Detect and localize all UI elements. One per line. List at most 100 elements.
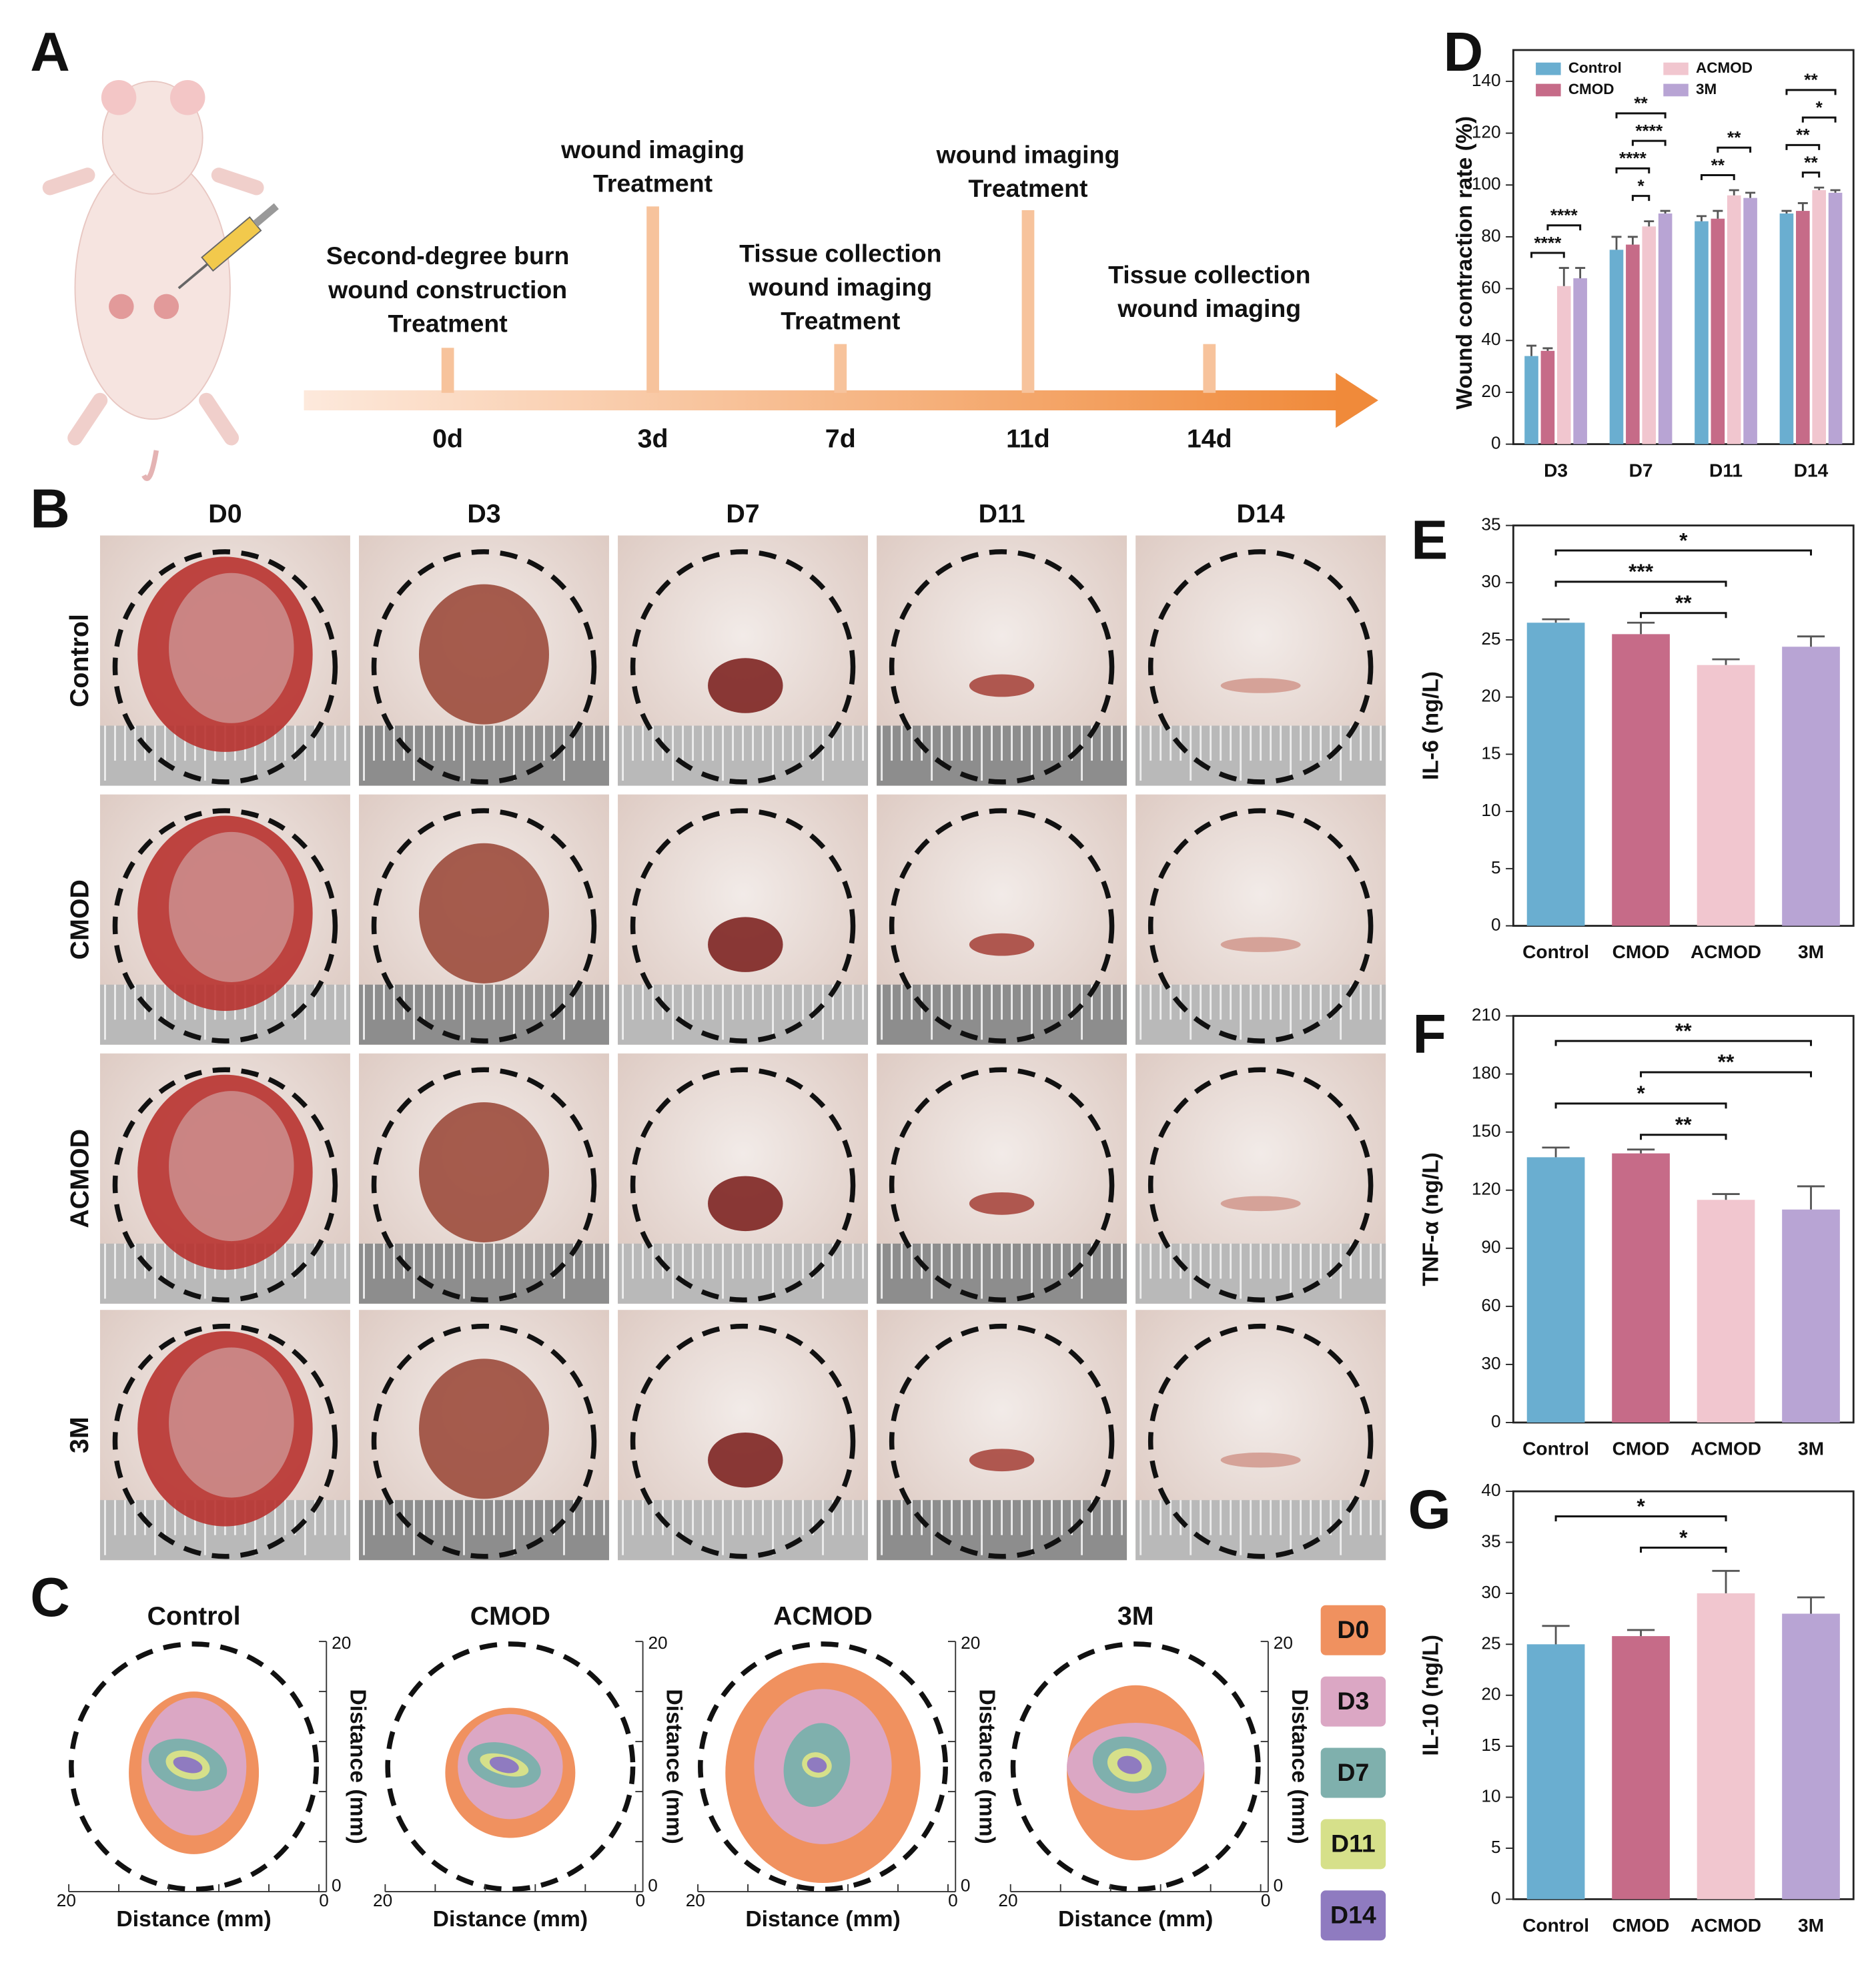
timeline-tick xyxy=(441,348,454,393)
wound-bed xyxy=(169,1347,294,1498)
significance-label: ** xyxy=(1675,1112,1692,1136)
x-tick-label: 3M xyxy=(1798,941,1824,962)
wound-photo xyxy=(359,1310,609,1561)
error-bar xyxy=(1797,1596,1825,1614)
significance-label: *** xyxy=(1628,559,1654,583)
y-tick-label: 10 xyxy=(1481,1786,1500,1806)
y-tick-label: 20 xyxy=(1481,381,1500,401)
legend-label: 3M xyxy=(1696,81,1717,97)
timeline-day: 14d xyxy=(1187,424,1232,453)
y-tick-label: 40 xyxy=(1481,329,1500,349)
y-tick-label: 0 xyxy=(1491,914,1501,934)
significance-label: * xyxy=(1636,1081,1645,1105)
dashed-circle xyxy=(889,808,1115,1044)
significance-bracket xyxy=(1530,252,1565,258)
wound-photo xyxy=(99,535,350,786)
y-axis-label: Distance (mm) xyxy=(662,1689,687,1844)
y-axis-label: Distance (mm) xyxy=(974,1689,999,1844)
significance-label: ** xyxy=(1804,152,1818,172)
significance-bracket xyxy=(1640,1071,1813,1078)
bar xyxy=(1711,218,1725,444)
legend-swatch xyxy=(1663,83,1689,97)
error-bar xyxy=(1660,210,1671,214)
column-header: D0 xyxy=(208,499,242,528)
wound xyxy=(708,658,783,713)
row-label: 3M xyxy=(65,1417,94,1453)
y-tick-label: 40 xyxy=(1481,1480,1500,1500)
wound xyxy=(419,1358,549,1499)
significance-label: **** xyxy=(1635,121,1663,141)
timeline-tick xyxy=(1021,210,1035,393)
significance-label: ** xyxy=(1675,1018,1692,1042)
wound-photo xyxy=(618,794,869,1045)
x-tick-label: 20 xyxy=(57,1890,76,1910)
wound-photo xyxy=(618,535,869,786)
wound-photo xyxy=(1135,1310,1386,1561)
y-tick-label: 140 xyxy=(1472,70,1501,90)
significance-bracket xyxy=(1717,146,1752,153)
error-bar xyxy=(1542,1625,1570,1645)
plot-frame xyxy=(1512,1015,1855,1424)
significance-label: **** xyxy=(1534,233,1562,253)
y-tick-label: 20 xyxy=(648,1633,667,1653)
timeline-day: 0d xyxy=(432,424,463,453)
wound-photo xyxy=(877,1310,1127,1561)
y-tick-label: 35 xyxy=(1481,514,1500,534)
bar xyxy=(1526,623,1585,926)
x-tick-label: ACMOD xyxy=(1691,1439,1761,1459)
x-axis-label: Distance (mm) xyxy=(433,1906,588,1932)
error-bar xyxy=(1542,1146,1570,1158)
x-tick-label: D3 xyxy=(1544,460,1568,480)
error-bar xyxy=(1627,236,1638,245)
timeline-tick xyxy=(646,206,659,393)
wound-photo xyxy=(1135,1053,1386,1304)
bar xyxy=(1526,1157,1585,1423)
y-axis-label: Wound contraction rate (%) xyxy=(1452,116,1477,410)
bar xyxy=(1556,286,1571,444)
x-tick-label: D7 xyxy=(1629,460,1653,480)
contour-title: Control xyxy=(147,1601,241,1631)
row-label: CMOD xyxy=(65,879,94,959)
bar xyxy=(1695,221,1709,444)
dashed-circle xyxy=(1147,549,1374,785)
dashed-circle xyxy=(1147,1323,1374,1559)
timeline-arrowhead xyxy=(1336,372,1378,428)
x-tick-label: 3M xyxy=(1798,1439,1824,1459)
dashed-circle xyxy=(1147,808,1374,1044)
x-tick-label: 3M xyxy=(1798,1915,1824,1936)
wound xyxy=(969,933,1035,956)
timeline-tick xyxy=(834,344,847,393)
wound-photo xyxy=(618,1310,869,1561)
bar xyxy=(1658,213,1673,444)
y-tick-label: 5 xyxy=(1491,857,1501,877)
y-tick-label: 0 xyxy=(648,1876,658,1896)
error-bar xyxy=(1626,1629,1655,1637)
timeline-event-text: wound imaging xyxy=(1117,294,1301,322)
x-tick-label: CMOD xyxy=(1612,1915,1670,1936)
dashed-circle xyxy=(371,1067,597,1302)
y-tick-label: 5 xyxy=(1491,1837,1501,1857)
significance-bracket xyxy=(1554,549,1813,556)
x-tick-label: 20 xyxy=(686,1890,705,1910)
y-tick-label: 0 xyxy=(1491,1888,1501,1908)
x-tick-label: Control xyxy=(1522,1915,1589,1936)
bar xyxy=(1779,213,1794,444)
wound-photo xyxy=(1135,535,1386,786)
error-bar xyxy=(1814,186,1825,191)
significance-bracket xyxy=(1801,116,1837,123)
dashed-circle xyxy=(371,549,597,785)
legend-swatch xyxy=(1320,1819,1386,1870)
legend-swatch xyxy=(1320,1890,1386,1941)
y-tick-label: 25 xyxy=(1481,1633,1500,1653)
significance-label: ** xyxy=(1804,70,1818,90)
y-tick-label: 0 xyxy=(961,1876,971,1896)
wound-photo xyxy=(359,794,609,1045)
wound xyxy=(1220,678,1301,693)
panel-label: G xyxy=(1408,1479,1451,1541)
dashed-circle xyxy=(630,1323,856,1559)
dashed-circle xyxy=(889,1323,1115,1559)
bar xyxy=(1642,226,1657,444)
y-tick-label: 20 xyxy=(332,1633,351,1653)
significance-bracket xyxy=(1640,1134,1727,1140)
y-tick-label: 35 xyxy=(1481,1531,1500,1551)
